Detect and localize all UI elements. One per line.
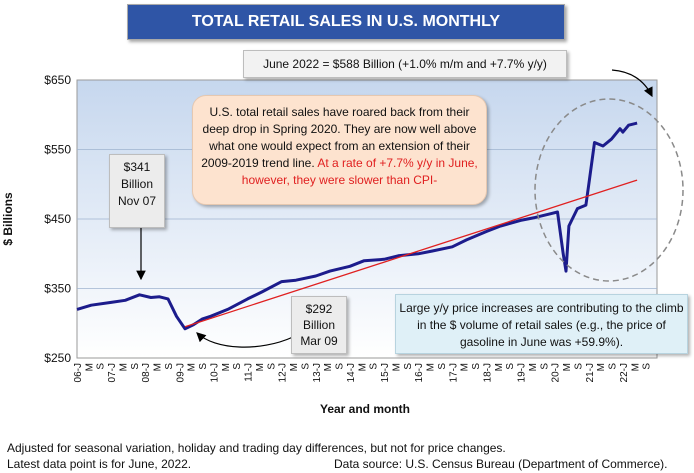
summary-text: U.S. total retail sales have roared back… [201,105,477,170]
x-tick-label: S [437,363,448,370]
peak-date: Nov 07 [117,194,157,208]
x-tick-label: M [391,363,402,371]
x-tick-label: 19-J [517,363,528,382]
x-tick-label: 13-J [312,363,323,382]
x-tick-label: 16-J [414,363,425,382]
x-axis-label: Year and month [320,402,410,416]
x-tick-label: M [630,363,641,371]
y-tick-label: $350 [44,282,71,296]
x-tick-label: S [96,363,107,370]
x-tick-label: S [539,363,550,370]
x-tick-label: 14-J [346,363,357,382]
x-tick-label: M [84,363,95,371]
x-tick-label: S [573,363,584,370]
x-tick-label: 18-J [482,363,493,382]
x-tick-label: M [460,363,471,371]
trough-arrow [196,332,294,348]
x-tick-label: 22-J [619,363,630,382]
x-tick-label: 09-J [175,363,186,382]
y-axis-ticks: $250 $350 $450 $550 $650 [44,73,71,365]
x-tick-label: M [153,363,164,371]
x-tick-label: S [471,363,482,370]
x-tick-label: M [494,363,505,371]
y-tick-label: $450 [44,212,71,226]
x-tick-label: M [426,363,437,371]
trough-callout: $292 Billion Mar 09 [291,296,347,354]
x-tick-label: 15-J [380,363,391,382]
latest-value-callout: June 2022 = $588 Billion (+1.0% m/m and … [243,50,567,78]
data-source: Data source: U.S. Census Bureau (Departm… [334,457,668,471]
y-tick-label: $650 [44,73,71,87]
x-tick-label: S [505,363,516,370]
y-tick-label: $550 [44,143,71,157]
peak-unit: Billion [120,177,153,191]
x-tick-label: 07-J [107,363,118,382]
recent-surge-highlight [534,98,684,282]
x-tick-label: 17-J [448,363,459,382]
y-axis-label: $ Billions [1,192,15,246]
x-tick-label: 20-J [551,363,562,382]
x-tick-label: S [232,363,243,370]
y-tick-label: $250 [44,351,71,365]
x-tick-label: 08-J [141,363,152,382]
x-tick-label: 12-J [278,363,289,382]
summary-warning-text: At a rate of +7.7% y/y in June, however,… [241,156,478,187]
latest-arrow [611,69,653,98]
x-tick-label: M [357,363,368,371]
x-tick-label: S [369,363,380,370]
x-tick-label: S [403,363,414,370]
x-axis-ticks: 06-J M S 07-J M S 08-J M S 09-J M S 10-J M S 11-J M S 12-J… [73,363,653,383]
footnote-adjustment: Adjusted for seasonal variation, holiday… [7,441,506,455]
x-tick-label: 06-J [73,363,84,382]
x-tick-label: M [255,363,266,371]
x-tick-label: M [562,363,573,371]
peak-value: $341 [123,160,151,174]
x-tick-label: M [289,363,300,371]
x-tick-label: M [221,363,232,371]
footnote-latest: Latest data point is for June, 2022. [7,457,192,471]
peak-callout: $341 Billion Nov 07 [109,154,165,228]
x-tick-label: 11-J [244,363,255,382]
x-tick-label: 21-J [585,363,596,382]
x-tick-label: S [642,363,653,370]
x-tick-label: S [164,363,175,370]
x-tick-label: M [596,363,607,371]
trough-unit: Billion [302,318,335,332]
series-group [76,121,638,331]
summary-callout: U.S. total retail sales have roared back… [192,95,487,205]
x-tick-label: M [187,363,198,371]
trough-value: $292 [305,302,333,316]
x-tick-label: S [130,363,141,370]
x-tick-label: S [300,363,311,370]
x-tick-label: S [608,363,619,370]
x-tick-label: M [118,363,129,371]
x-tick-label: M [528,363,539,371]
trough-date: Mar 09 [300,334,338,348]
trend-line [184,179,638,328]
price-callout: Large y/y price increases are contributi… [395,294,688,354]
x-tick-label: 10-J [209,363,220,382]
x-tick-label: M [323,363,334,371]
x-tick-label: S [335,363,346,370]
x-tick-label: S [266,363,277,370]
retail-sales-line [76,121,638,331]
chart-title: TOTAL RETAIL SALES IN U.S. MONTHLY [127,4,565,40]
x-tick-label: S [198,363,209,370]
